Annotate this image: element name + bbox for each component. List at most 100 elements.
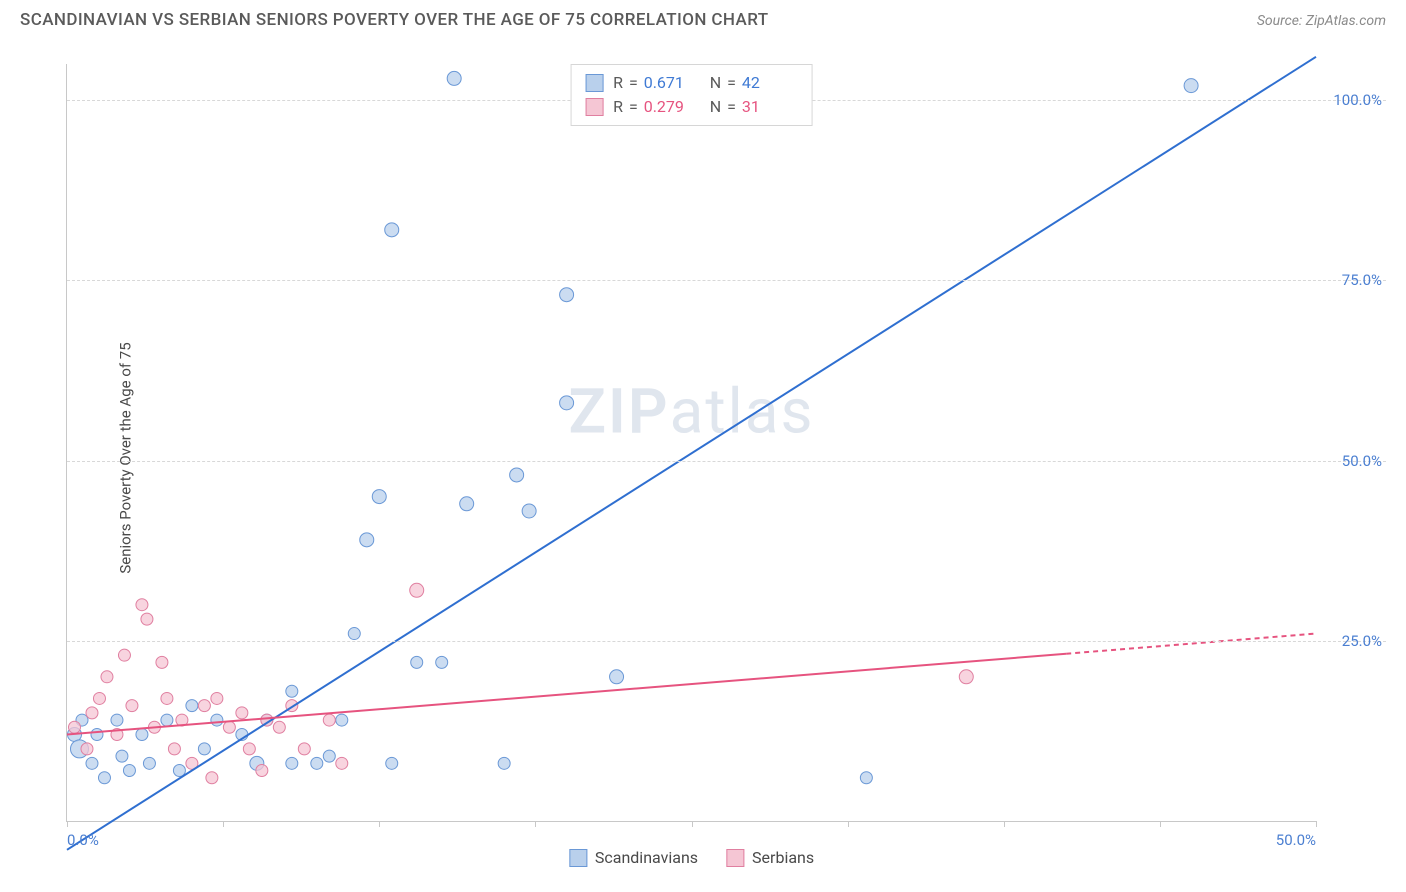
data-point bbox=[311, 757, 323, 769]
data-point bbox=[168, 743, 180, 755]
data-point bbox=[116, 750, 128, 762]
stat-row: R=0.279N=31 bbox=[585, 95, 798, 119]
series-swatch bbox=[726, 849, 744, 867]
data-point bbox=[348, 628, 360, 640]
data-point bbox=[460, 497, 474, 511]
data-point bbox=[273, 721, 285, 733]
trend-line-extrapolated bbox=[1066, 634, 1316, 654]
data-point bbox=[286, 685, 298, 697]
plot-area: ZIPatlas R=0.671N=42R=0.279N=31 Scandina… bbox=[66, 64, 1316, 822]
correlation-stats-box: R=0.671N=42R=0.279N=31 bbox=[570, 64, 813, 126]
data-point bbox=[161, 714, 173, 726]
stat-n-label: N bbox=[710, 71, 721, 95]
series-swatch bbox=[585, 98, 603, 116]
data-point bbox=[198, 700, 210, 712]
stat-eq: = bbox=[629, 71, 638, 95]
data-point bbox=[86, 757, 98, 769]
stat-n-value: 31 bbox=[742, 95, 798, 119]
data-point bbox=[101, 671, 113, 683]
x-tick bbox=[692, 821, 693, 827]
data-point bbox=[447, 71, 461, 85]
data-point bbox=[411, 656, 423, 668]
x-tick bbox=[535, 821, 536, 827]
y-tick-label: 100.0% bbox=[1333, 91, 1382, 109]
data-point bbox=[372, 490, 386, 504]
data-point bbox=[498, 757, 510, 769]
data-point bbox=[959, 670, 973, 684]
stat-n-value: 42 bbox=[742, 71, 798, 95]
data-point bbox=[510, 468, 524, 482]
data-point bbox=[336, 757, 348, 769]
data-point bbox=[123, 765, 135, 777]
x-tick-label: 50.0% bbox=[1276, 831, 1316, 849]
data-point bbox=[323, 750, 335, 762]
scatter-svg bbox=[67, 64, 1316, 821]
y-tick-label: 25.0% bbox=[1342, 632, 1382, 650]
chart-container: Seniors Poverty Over the Age of 75 ZIPat… bbox=[20, 44, 1386, 872]
data-point bbox=[126, 700, 138, 712]
x-tick bbox=[379, 821, 380, 827]
data-point bbox=[81, 743, 93, 755]
stat-r-value: 0.279 bbox=[644, 95, 700, 119]
data-point bbox=[560, 396, 574, 410]
data-point bbox=[323, 714, 335, 726]
y-tick-label: 50.0% bbox=[1342, 452, 1382, 470]
data-point bbox=[143, 757, 155, 769]
data-point bbox=[243, 743, 255, 755]
legend-label: Scandinavians bbox=[595, 848, 698, 867]
data-point bbox=[93, 692, 105, 704]
y-tick-label: 75.0% bbox=[1342, 271, 1382, 289]
series-swatch bbox=[585, 74, 603, 92]
data-point bbox=[68, 721, 80, 733]
data-point bbox=[223, 721, 235, 733]
data-point bbox=[161, 692, 173, 704]
gridline bbox=[67, 641, 1386, 642]
stat-eq: = bbox=[727, 95, 736, 119]
data-point bbox=[560, 288, 574, 302]
data-point bbox=[436, 656, 448, 668]
x-tick bbox=[848, 821, 849, 827]
x-tick bbox=[223, 821, 224, 827]
legend-item: Scandinavians bbox=[569, 848, 698, 867]
data-point bbox=[156, 656, 168, 668]
data-point bbox=[1184, 79, 1198, 93]
chart-title: SCANDINAVIAN VS SERBIAN SENIORS POVERTY … bbox=[20, 10, 768, 30]
stat-row: R=0.671N=42 bbox=[585, 71, 798, 95]
x-tick bbox=[1316, 821, 1317, 827]
data-point bbox=[385, 223, 399, 237]
data-point bbox=[86, 707, 98, 719]
stat-eq: = bbox=[629, 95, 638, 119]
data-point bbox=[236, 707, 248, 719]
x-tick bbox=[1160, 821, 1161, 827]
data-point bbox=[91, 728, 103, 740]
data-point bbox=[211, 692, 223, 704]
data-point bbox=[111, 714, 123, 726]
data-point bbox=[136, 599, 148, 611]
data-point bbox=[386, 757, 398, 769]
x-tick bbox=[67, 821, 68, 827]
data-point bbox=[336, 714, 348, 726]
series-swatch bbox=[569, 849, 587, 867]
source-attribution: Source: ZipAtlas.com bbox=[1257, 13, 1386, 29]
stat-n-label: N bbox=[710, 95, 721, 119]
data-point bbox=[286, 757, 298, 769]
trend-line bbox=[67, 57, 1316, 850]
series-legend: Scandinavians Serbians bbox=[569, 848, 814, 867]
data-point bbox=[206, 772, 218, 784]
stat-r-label: R bbox=[613, 95, 623, 119]
data-point bbox=[410, 583, 424, 597]
data-point bbox=[118, 649, 130, 661]
x-tick-label: 0.0% bbox=[67, 831, 99, 849]
data-point bbox=[136, 728, 148, 740]
data-point bbox=[141, 613, 153, 625]
data-point bbox=[198, 743, 210, 755]
data-point bbox=[211, 714, 223, 726]
legend-item: Serbians bbox=[726, 848, 814, 867]
stat-r-value: 0.671 bbox=[644, 71, 700, 95]
data-point bbox=[610, 670, 624, 684]
stat-eq: = bbox=[727, 71, 736, 95]
data-point bbox=[298, 743, 310, 755]
x-tick bbox=[1004, 821, 1005, 827]
data-point bbox=[522, 504, 536, 518]
gridline bbox=[67, 461, 1386, 462]
